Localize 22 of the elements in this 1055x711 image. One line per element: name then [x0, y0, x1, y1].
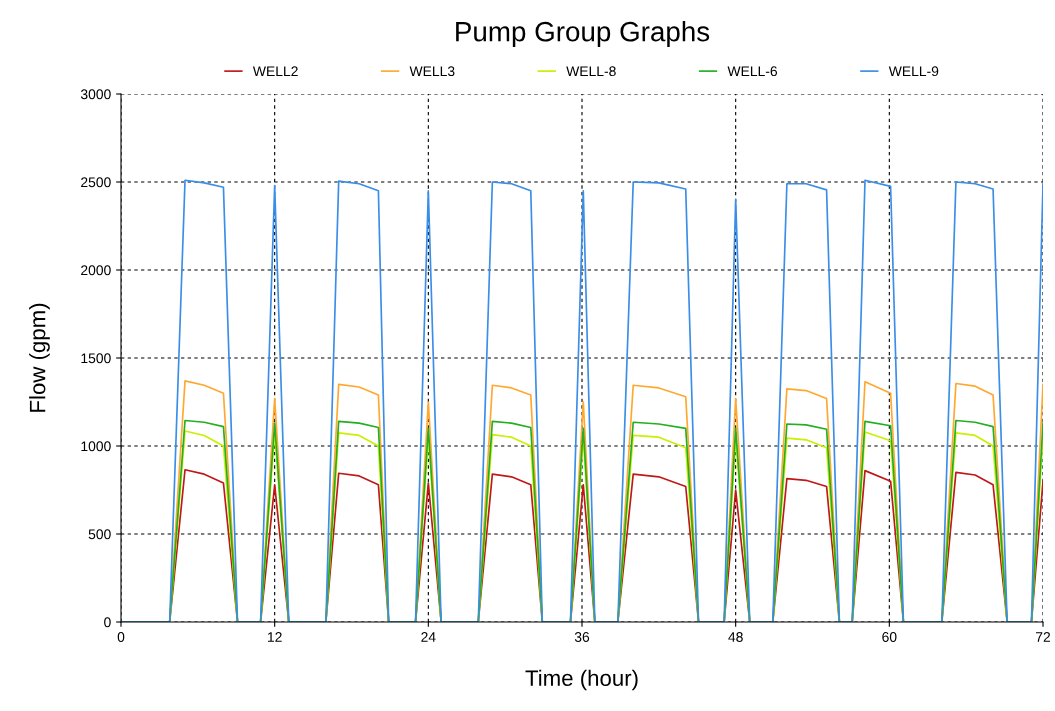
legend-label: WELL-8: [566, 66, 616, 77]
y-tick-label: 3000: [80, 89, 111, 100]
legend-label: WELL2: [252, 66, 298, 76]
x-axis-title: Time (hour): [525, 669, 638, 691]
x-tick-label: 0: [117, 632, 125, 642]
y-tick-label: 1000: [81, 441, 111, 452]
x-tick-label: 36: [574, 632, 590, 642]
chart-title: Pump Group Graphs: [456, 21, 710, 47]
legend-label: WELL-9: [888, 66, 939, 77]
y-tick-label: 500: [88, 529, 111, 540]
y-tick-label: 1500: [81, 353, 111, 364]
x-tick-label: 60: [882, 632, 897, 642]
legend-label: WELL-6: [727, 66, 778, 77]
y-tick-label: 2500: [81, 177, 111, 188]
x-tick-label: 72: [1035, 632, 1051, 642]
y-tick-label: 2000: [81, 265, 111, 276]
y-tick-label: 0: [104, 617, 111, 628]
x-tick-label: 24: [421, 632, 436, 642]
legend-label: WELL3: [409, 66, 455, 77]
y-axis-title: Flow (gpm): [29, 303, 50, 412]
x-tick-label: 12: [268, 632, 282, 642]
x-tick-label: 48: [728, 632, 743, 642]
